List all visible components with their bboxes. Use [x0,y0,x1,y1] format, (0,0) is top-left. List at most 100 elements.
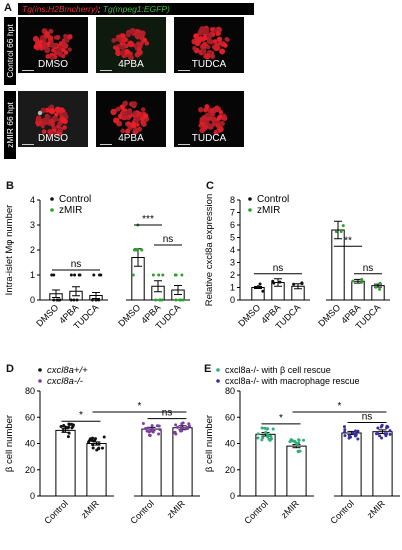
scale-bar [100,70,112,71]
data-point [296,449,300,453]
nucleus-dot [57,51,64,58]
nucleus-dot [61,42,69,50]
nucleus-dot [208,50,213,55]
nucleus-dot [110,108,117,116]
nucleus-dot [60,117,67,124]
bar [331,229,345,301]
y-tick-label: 5 [230,233,235,243]
nucleus-dot [137,47,142,52]
y-tick-label: 0 [30,491,35,501]
data-point [374,285,378,289]
nucleus-dot [144,41,150,46]
data-point [260,426,264,430]
data-point [339,230,343,234]
nucleus-dot [35,122,41,127]
nucleus-dot [49,55,55,61]
data-point [376,426,380,430]
significance-label: * [338,401,342,412]
data-point [97,442,101,446]
nucleus-dot [217,125,224,133]
header-green-text: Tg(mpeg1:EGFP) [102,4,170,14]
nucleus-dot [111,38,117,43]
y-tick-label: 8 [230,195,235,205]
data-point [72,298,76,302]
data-point [378,281,382,285]
data-point [66,435,70,439]
nucleus-dot [63,33,68,39]
legend-marker [216,379,220,383]
nucleus-dot [47,35,53,41]
nucleus-dot [32,35,39,42]
y-axis-label: β cell number [4,415,15,472]
data-point [378,434,382,438]
data-point [157,432,161,436]
significance-label: ns [273,263,284,274]
x-tick-label: DMSO [116,302,142,328]
data-point [334,230,338,234]
legend-marker [38,368,42,372]
data-point [374,432,378,436]
y-tick-label: 80 [225,386,235,396]
nucleus-dot [206,44,211,50]
tile-treatment-label: TUDCA [191,133,227,144]
nucleus-dot [219,48,226,55]
data-point [269,434,273,438]
data-point [354,429,358,433]
nucleus-dot [206,38,213,45]
data-point [265,427,269,431]
nucleus-dot [64,37,70,43]
nucleus-dot [55,34,61,40]
bar [286,445,307,497]
data-point [388,429,392,433]
data-point [176,425,180,429]
data-point [187,424,191,428]
nucleus-dot [115,46,120,51]
nucleus-dot [48,118,55,125]
data-point [174,298,178,302]
data-point [178,298,182,302]
data-point [356,429,360,433]
islet-image-tile: 4PBA [96,91,166,147]
data-point [99,273,103,277]
data-point [52,298,56,302]
nucleus-dot [119,104,125,110]
data-point [77,273,81,277]
islet-image-tile: DMSO [18,17,88,73]
nucleus-dot [192,45,197,51]
x-tick-label: zMIR [279,498,301,520]
y-tick-label: 1 [30,270,35,280]
y-tick-label: 0 [30,295,35,305]
data-point [151,430,155,434]
y-tick-label: 2 [30,245,35,255]
data-point [356,437,360,441]
nucleus-dot [129,27,136,34]
significance-label: * [79,410,83,421]
nucleus-dot [218,109,224,115]
data-point [67,425,71,429]
nucleus-dot [123,43,129,49]
nucleus-dot [63,50,69,55]
data-point [278,280,282,284]
nucleus-dot [131,101,138,107]
nucleus-dot [195,38,202,45]
y-tick-label: 6 [230,220,235,230]
nucleus-dot [217,114,223,119]
header-separator: ; [98,4,103,14]
chart-d: 0 20 40 60 80 β cell number Control zMIR Control… [4,365,200,526]
data-point [347,434,351,438]
data-point [102,435,106,439]
legend-marker [248,208,252,212]
bar [141,428,162,497]
x-tick-label: Control [328,498,356,526]
bar [341,432,362,497]
panel-e-letter: E [204,363,212,375]
data-point [50,273,54,277]
nucleus-dot [140,116,145,122]
data-point [75,298,79,302]
nucleus-dot [205,112,211,119]
data-point [92,273,96,277]
legend-marker [50,208,54,212]
legend-label: zMIR [257,205,280,216]
macrophage-dot [37,110,43,116]
nucleus-dot [142,113,149,119]
